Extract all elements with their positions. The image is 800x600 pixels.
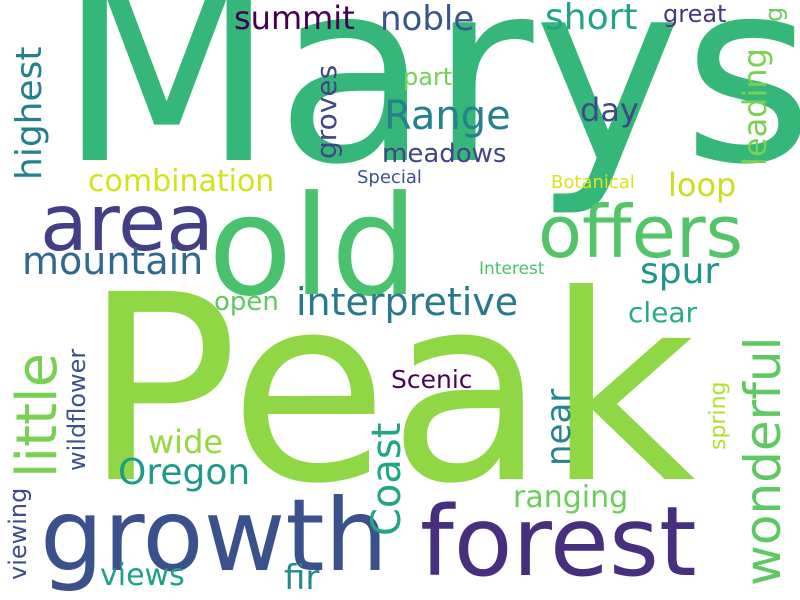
word-interest: Interest bbox=[479, 259, 545, 279]
word-forest: forest bbox=[420, 486, 697, 598]
word-scenic: Scenic bbox=[391, 365, 473, 394]
word-range: Range bbox=[384, 93, 511, 139]
word-spring: spring bbox=[706, 381, 731, 451]
word-little: little bbox=[5, 352, 70, 478]
word-leading: leading bbox=[736, 48, 774, 166]
word-peak: Peak bbox=[83, 240, 696, 540]
word-mountain: mountain bbox=[22, 239, 204, 283]
word-near: near bbox=[539, 388, 579, 466]
word-great: great bbox=[663, 0, 727, 28]
word-combination: combination bbox=[88, 164, 275, 199]
word-old: old bbox=[208, 166, 419, 327]
word-groves: groves bbox=[310, 64, 343, 159]
word-spur: spur bbox=[640, 251, 720, 292]
word-fir: fir bbox=[284, 558, 320, 598]
word-noble: noble bbox=[380, 0, 475, 39]
word-wonderful: wonderful bbox=[734, 336, 792, 586]
word-short: short bbox=[545, 0, 638, 38]
word-botanical: Botanical bbox=[551, 172, 635, 193]
word-summit: summit bbox=[234, 0, 355, 37]
word-day: day bbox=[580, 91, 639, 129]
word-wide: wide bbox=[148, 423, 224, 461]
word-offers: offers bbox=[538, 190, 744, 274]
word-special: Special bbox=[357, 167, 422, 188]
word-viewing: viewing bbox=[4, 487, 32, 580]
word-oregon: Oregon bbox=[118, 452, 251, 493]
word-g: g bbox=[760, 6, 788, 22]
word-marys: Marys bbox=[58, 0, 800, 220]
word-part: part bbox=[403, 63, 453, 91]
word-highest: highest bbox=[9, 46, 50, 180]
word-coast: Coast bbox=[364, 422, 410, 536]
word-interpretive: interpretive bbox=[296, 280, 519, 324]
word-loop: loop bbox=[668, 166, 737, 204]
word-ranging: ranging bbox=[513, 480, 629, 515]
word-wildflower: wildflower bbox=[63, 348, 91, 471]
word-open: open bbox=[214, 287, 279, 317]
word-clear: clear bbox=[628, 296, 698, 329]
word-growth: growth bbox=[40, 477, 388, 594]
word-meadows: meadows bbox=[382, 139, 507, 169]
word-views: views bbox=[100, 558, 185, 593]
word-area: area bbox=[40, 179, 214, 269]
